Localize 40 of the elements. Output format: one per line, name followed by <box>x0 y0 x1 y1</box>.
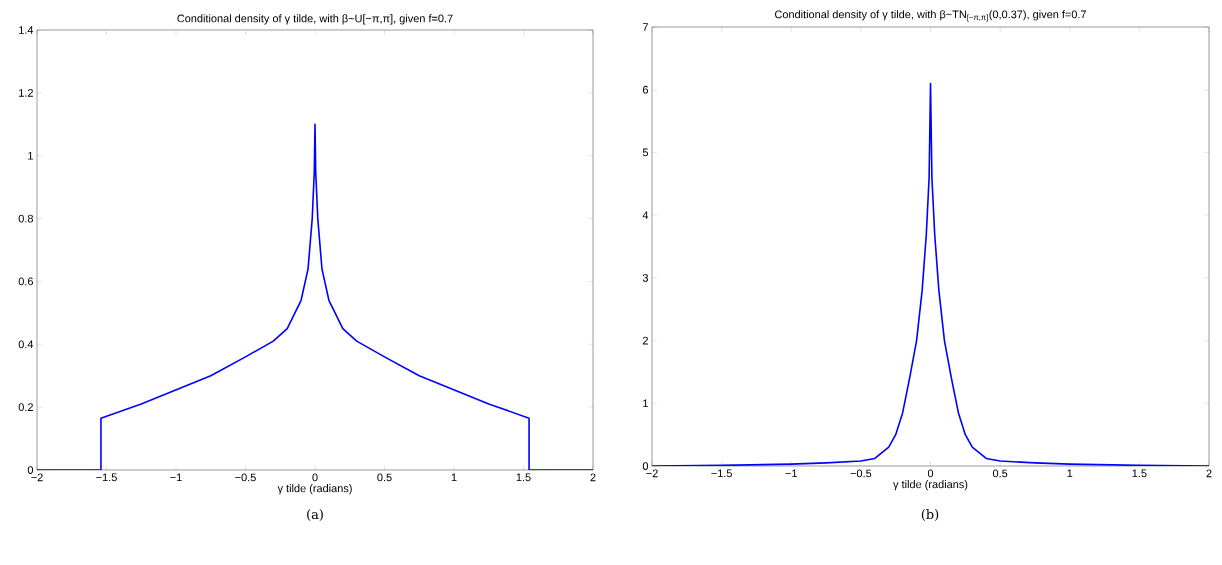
text: (a) <box>307 509 323 521</box>
x-tick-label: 1 <box>1067 469 1073 478</box>
y-tick-label: 0.4 <box>18 340 34 349</box>
x-tick-label: 0.5 <box>377 473 392 482</box>
text: (b) <box>921 509 939 521</box>
y-tick-label: 7 <box>642 23 648 31</box>
x-tick-label: −1.5 <box>711 469 732 478</box>
y-tick-label: 0.8 <box>18 214 33 223</box>
y-tick-label: 4 <box>642 211 649 219</box>
y-tick-label: 0.2 <box>18 403 33 412</box>
y-tick-label: 1 <box>643 399 648 408</box>
x-axis-title: γ tilde (radians) <box>893 480 968 491</box>
y-tick-label: 0 <box>642 462 649 470</box>
line-series <box>652 82 1210 466</box>
chart-title: Conditional density of γ tilde, with β~TN$_{[−π,π]}$(0,0.37), given f=0.7 <box>775 10 1087 22</box>
y-tick-label: 1.2 <box>19 89 33 97</box>
y-tick-label: 6 <box>642 85 648 94</box>
x-tick-label: 2 <box>590 473 596 482</box>
x-tick-label: −1 <box>785 469 797 478</box>
x-axis-title: γ tilde (radians) <box>277 484 352 495</box>
x-tick-label: −0.5 <box>850 469 872 478</box>
x-tick-label: −2 <box>31 473 43 482</box>
x-tick-label: 0 <box>312 473 318 482</box>
x-tick-label: −1.5 <box>96 473 117 482</box>
y-tick-label: 3 <box>642 273 648 282</box>
x-tick-label: 1 <box>451 473 457 482</box>
x-tick-label: 1.5 <box>516 473 531 482</box>
x-tick-label: 1.5 <box>1132 469 1147 478</box>
x-tick-label: −1 <box>170 473 182 482</box>
x-tick-label: −2 <box>646 469 658 478</box>
x-tick-label: 0 <box>927 469 934 478</box>
chart-title: Conditional density of γ tilde, with β~U[−π,π], given f=0.7 <box>177 14 453 25</box>
y-tick-label: 0.6 <box>18 277 33 286</box>
y-tick-label: 1.4 <box>19 26 34 34</box>
x-tick-label: −0.5 <box>235 473 256 482</box>
x-tick-label: 2 <box>1206 469 1212 478</box>
x-tick-label: 0.5 <box>992 469 1008 478</box>
y-tick-label: 2 <box>642 336 648 345</box>
y-tick-label: 5 <box>642 148 649 157</box>
y-tick-label: 1 <box>28 151 33 160</box>
